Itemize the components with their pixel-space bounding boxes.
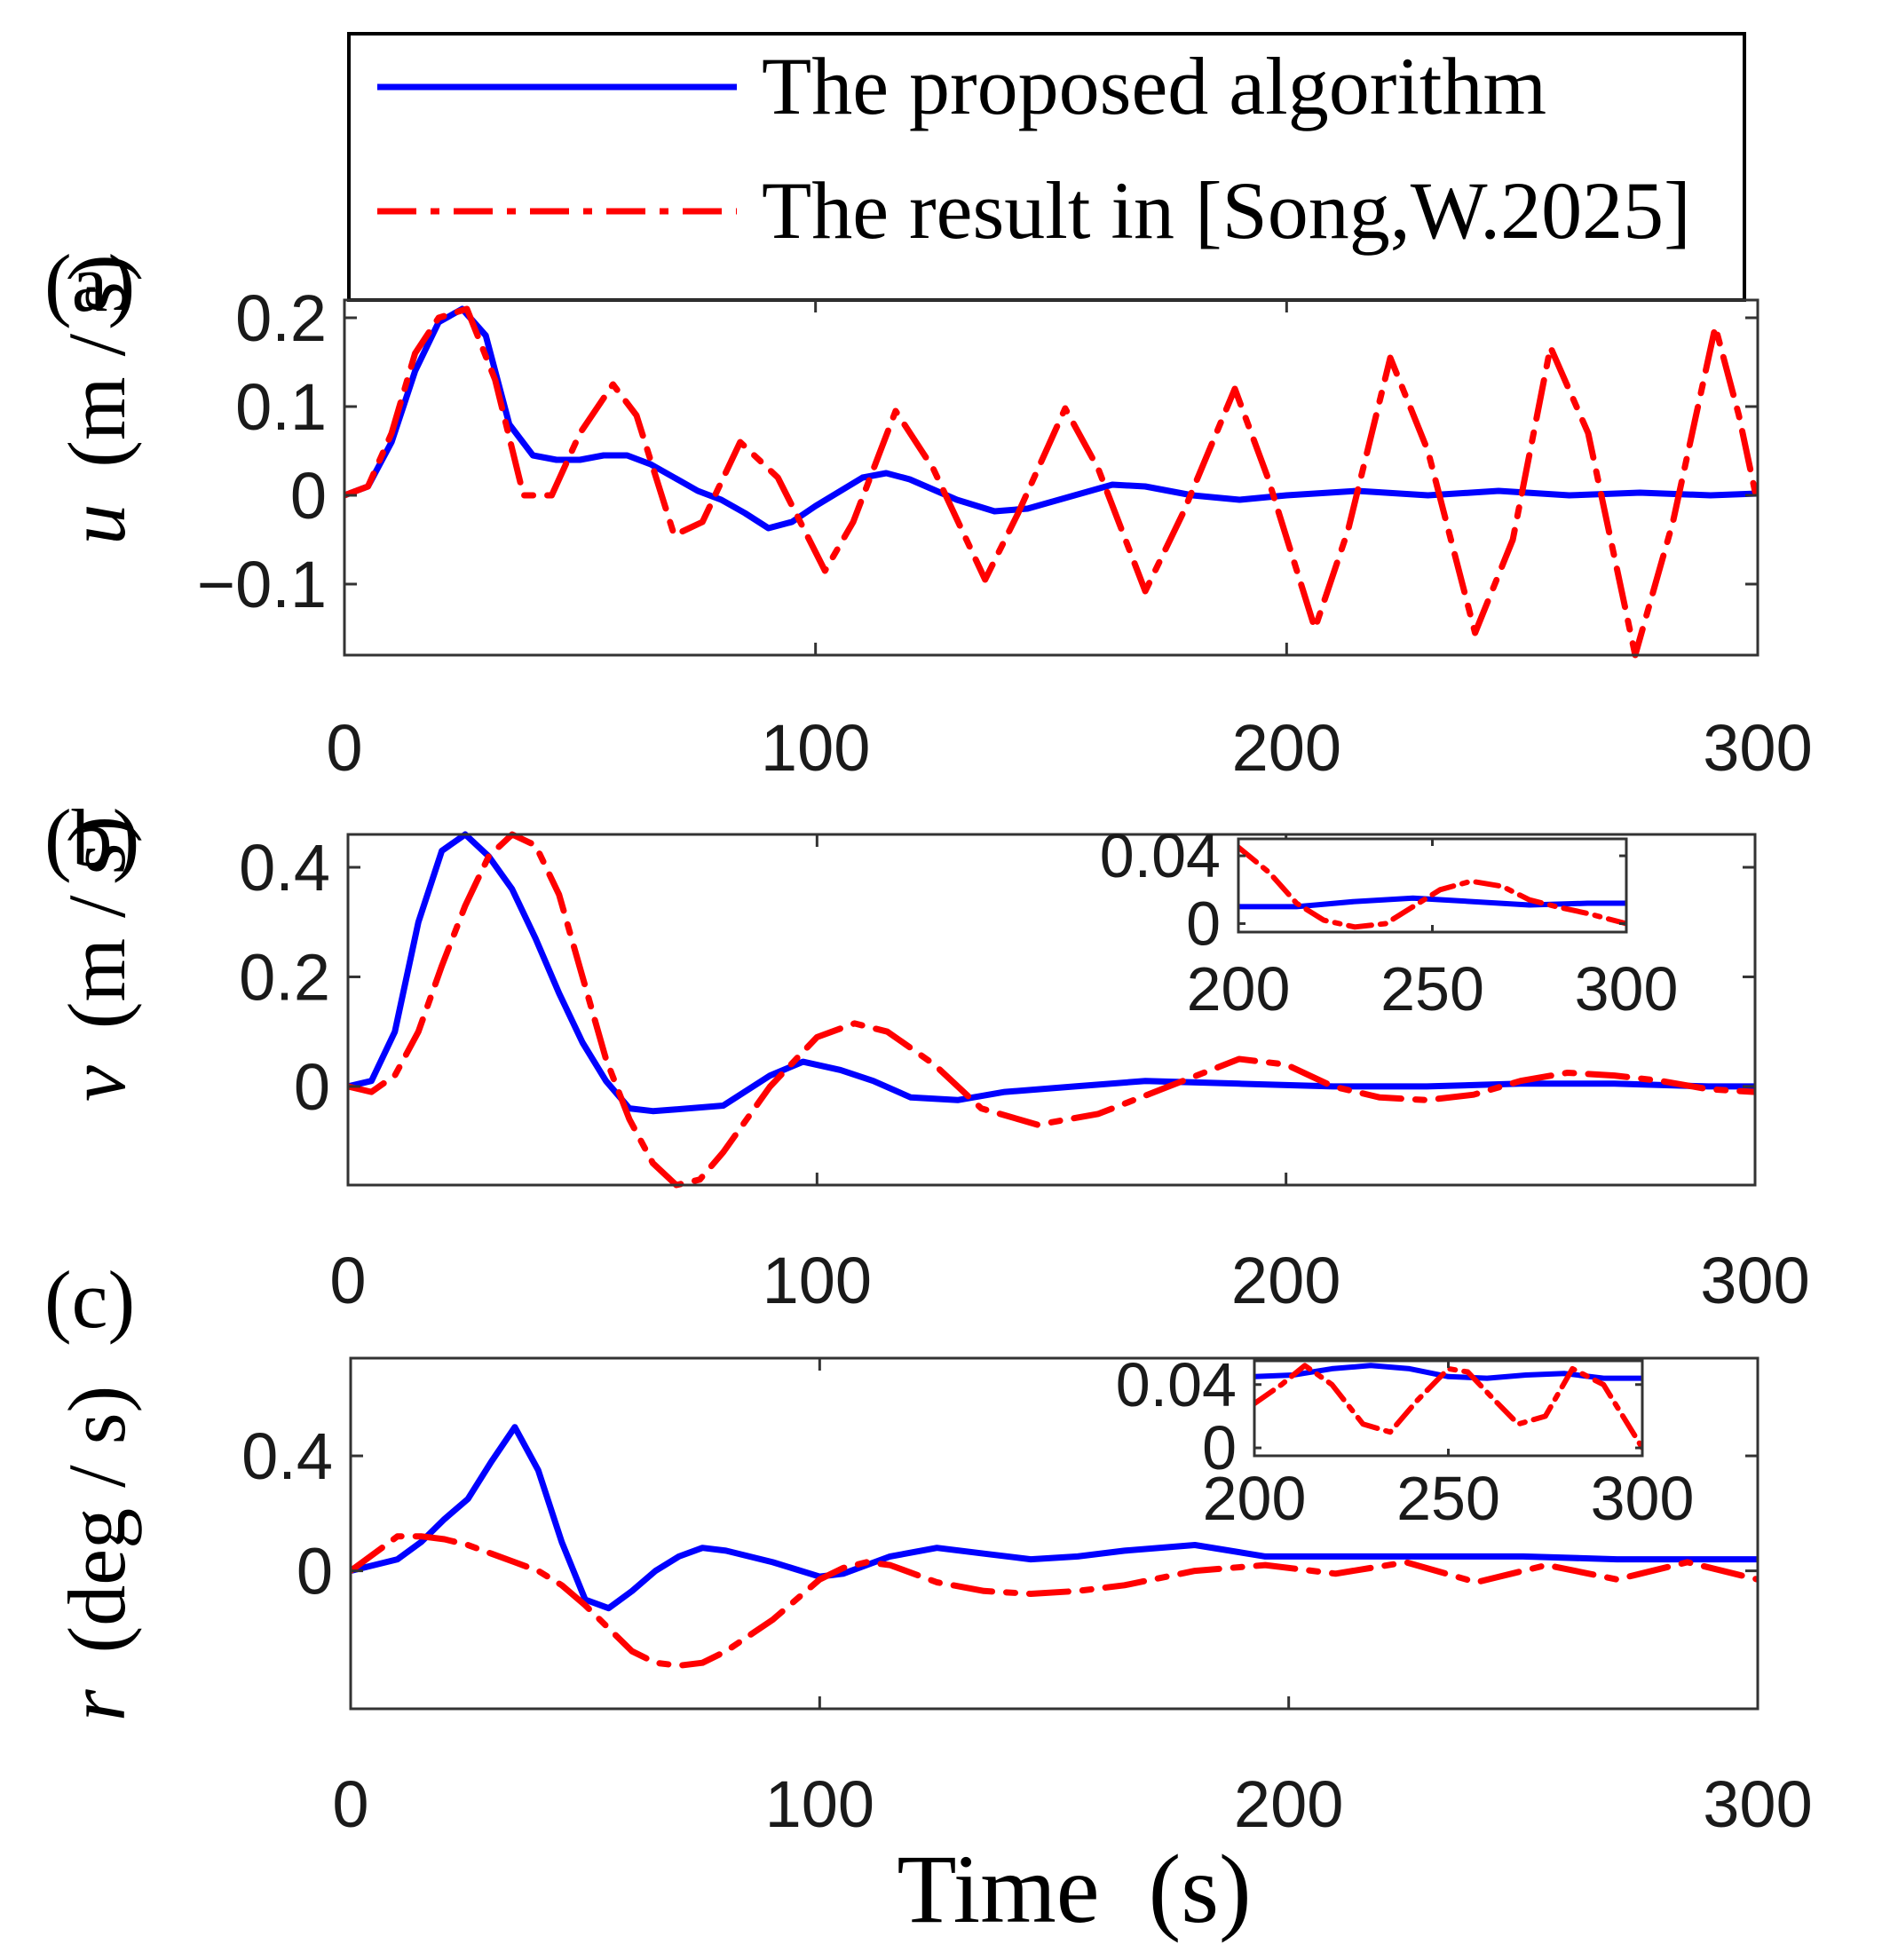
panel-b-inset-background [1238,839,1626,932]
panel-c-inset: 200 250 300 00.04 [1116,1350,1695,1533]
panel-a-axes-box [343,298,1759,657]
panel-c-inset-series-song [1254,1363,1642,1451]
panel-c-ylabel: r (deg / s) [51,1386,142,1721]
legend: The proposed algorithm The result in [So… [347,32,1746,302]
panel-c-inset-lines [1254,1363,1642,1451]
panel-a: (a) u (m / s) 0 100 200 300 −0.1 0 0.1 0.2 [44,238,1813,785]
panel-b-inset-series-proposed [1238,895,1626,910]
panel-b-inset-ytick-label: 0 [1186,889,1221,958]
panel-a-plot: 0 100 200 300 −0.1 0 0.1 0.2 [197,281,1813,785]
panel-c-plot: 0 100 200 300 0 0.4 [241,1356,1813,1841]
panel-c-inset-ytick-label: 0 [1202,1413,1237,1482]
panel-b-ylabel-var: v [51,1065,142,1102]
panel-a-ylabel: u (m / s) [51,254,142,544]
panel-b-ylabel: v (m / s) [51,816,142,1102]
panel-a-ytick-label: −0.1 [197,548,327,621]
panel-c-inset-series-proposed [1254,1363,1642,1381]
panel-b-lines [348,831,1755,1189]
panel-c-series-proposed [351,1424,1758,1612]
panel-c-xtick-label: 100 [765,1767,874,1841]
panel-c-ylabel-unit: (deg / s) [51,1386,142,1653]
svg-text:u (m / s): u (m / s) [51,254,142,544]
panel-b-inset-lines [1238,844,1626,930]
panel-a-xtick-label: 200 [1232,711,1341,785]
svg-text:v (m / s): v (m / s) [51,816,142,1102]
panel-b-ytick-label: 0.2 [239,940,330,1014]
panel-c-ylabel-var: r [51,1688,142,1721]
legend-label-proposed: The proposed algorithm [762,41,1546,131]
panel-b: (b) v (m / s) 0 100 200 300 0 0.2 0.4 200 250 300… [44,793,1810,1317]
panel-b-ytick-label: 0 [294,1050,330,1124]
panel-a-xtick-label: 100 [761,711,870,785]
panel-b-inset: 200 250 300 00.04 [1100,821,1679,1023]
svg-text:r (deg / s): r (deg / s) [51,1386,142,1721]
panel-c-inset-xtick-label: 250 [1396,1464,1500,1533]
panel-b-inset-ytick-label: 0.04 [1100,821,1221,890]
panel-b-ytick-label: 0.4 [239,831,330,905]
panel-a-series-proposed [344,305,1758,532]
panel-c-tag: (c) [44,1254,135,1345]
panel-a-ytick-label: 0 [290,459,327,533]
panel-b-series-song [348,831,1755,1189]
panel-a-lines [344,305,1758,659]
legend-box [347,32,1746,302]
panel-b-xtick-label: 200 [1231,1244,1340,1317]
panel-a-ytick-label: 0.1 [235,370,327,444]
panel-b-inset-xtick-label: 250 [1380,954,1484,1023]
panel-b-plot: 0 100 200 300 0 0.2 0.4 [239,831,1810,1317]
panel-c-ytick-label: 0 [297,1535,333,1608]
panel-a-series-song [344,305,1758,659]
panel-b-xtick-label: 300 [1700,1244,1809,1317]
x-axis-label: Time (s) [897,1835,1251,1943]
panel-c-xtick-label: 300 [1703,1767,1812,1841]
panel-a-xtick-label: 0 [326,711,362,785]
panel-a-ylabel-unit: (m / s) [51,254,142,467]
panel-c-lines [351,1424,1758,1669]
panel-b-ylabel-unit: (m / s) [51,816,142,1029]
panel-c-xtick-label: 200 [1234,1767,1343,1841]
panel-b-inset-xtick-label: 200 [1187,954,1291,1023]
panel-b-inset-xtick-label: 300 [1575,954,1679,1023]
panel-b-axes-box [346,833,1757,1187]
panel-a-tag: (a) [44,238,135,328]
panel-b-series-proposed [348,831,1755,1115]
legend-label-song: The result in [Song,W.2025] [762,165,1691,256]
panel-a-ylabel-var: u [51,504,142,545]
panel-c-series-song [351,1533,1758,1669]
panel-a-xtick-label: 300 [1703,711,1812,785]
panel-c-inset-xtick-label: 300 [1591,1464,1695,1533]
panel-c-inset-ytick-label: 0.04 [1116,1350,1237,1419]
panel-a-ytick-label: 0.2 [235,281,327,355]
panel-b-xtick-label: 0 [329,1244,366,1317]
panel-b-inset-series-song [1238,844,1626,930]
panel-c-xtick-label: 0 [332,1767,368,1841]
panel-b-tag: (b) [44,793,139,883]
panel-c-inset-xtick-label: 200 [1203,1464,1307,1533]
panel-c-ytick-label: 0.4 [241,1419,333,1493]
panel-c-axes-box [349,1356,1759,1711]
panel-b-xtick-label: 100 [763,1244,872,1317]
